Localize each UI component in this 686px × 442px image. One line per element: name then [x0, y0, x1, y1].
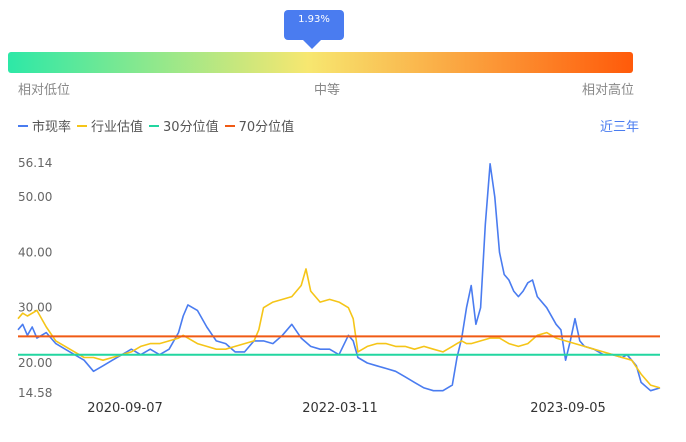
chart-legend: 市现率 行业估值 30分位值 70分位值: [18, 116, 300, 135]
x-tick-label: 2020-09-07: [87, 401, 163, 416]
legend-label-pe: 市现率: [32, 120, 72, 135]
y-tick-label: 20.00: [18, 356, 52, 370]
scale-mid-label: 中等: [314, 83, 341, 98]
scale-low-label: 相对低位: [18, 83, 71, 98]
legend-swatch-p70: [224, 124, 235, 127]
y-tick-label: 14.58: [18, 386, 52, 400]
legend-label-p70: 70分位值: [238, 120, 295, 135]
legend-item-p30[interactable]: 30分位值: [149, 116, 219, 135]
percentile-pointer: [303, 40, 321, 49]
legend-item-pe[interactable]: 市现率: [18, 116, 71, 135]
series-line-1: [17, 268, 661, 389]
legend-swatch-pe: [18, 124, 28, 127]
legend-item-industry[interactable]: 行业估值: [77, 116, 143, 135]
legend-item-p70[interactable]: 70分位值: [224, 116, 295, 135]
x-tick-label: 2023-09-05: [530, 401, 606, 416]
y-tick-label: 40.00: [18, 245, 52, 259]
y-tick-label: 56.14: [18, 156, 52, 170]
valuation-chart: 56.14 50.00 40.00 30.00 20.00 14.58 2020-09-07…: [17, 156, 661, 416]
percentile-gradient-bar: [8, 52, 633, 73]
y-tick-label: 30.00: [18, 301, 52, 315]
y-tick-label: 50.00: [18, 190, 52, 204]
legend-label-industry: 行业估值: [91, 120, 144, 135]
percentile-tooltip: 1.93%: [284, 10, 344, 40]
series-line-0: [17, 163, 661, 392]
x-tick-label: 2022-03-11: [302, 401, 378, 416]
scale-high-label: 相对高位: [582, 83, 635, 98]
legend-swatch-p30: [149, 124, 160, 127]
legend-swatch-industry: [77, 124, 88, 127]
legend-label-p30: 30分位值: [163, 120, 219, 135]
range-selector[interactable]: 近三年: [600, 120, 640, 135]
